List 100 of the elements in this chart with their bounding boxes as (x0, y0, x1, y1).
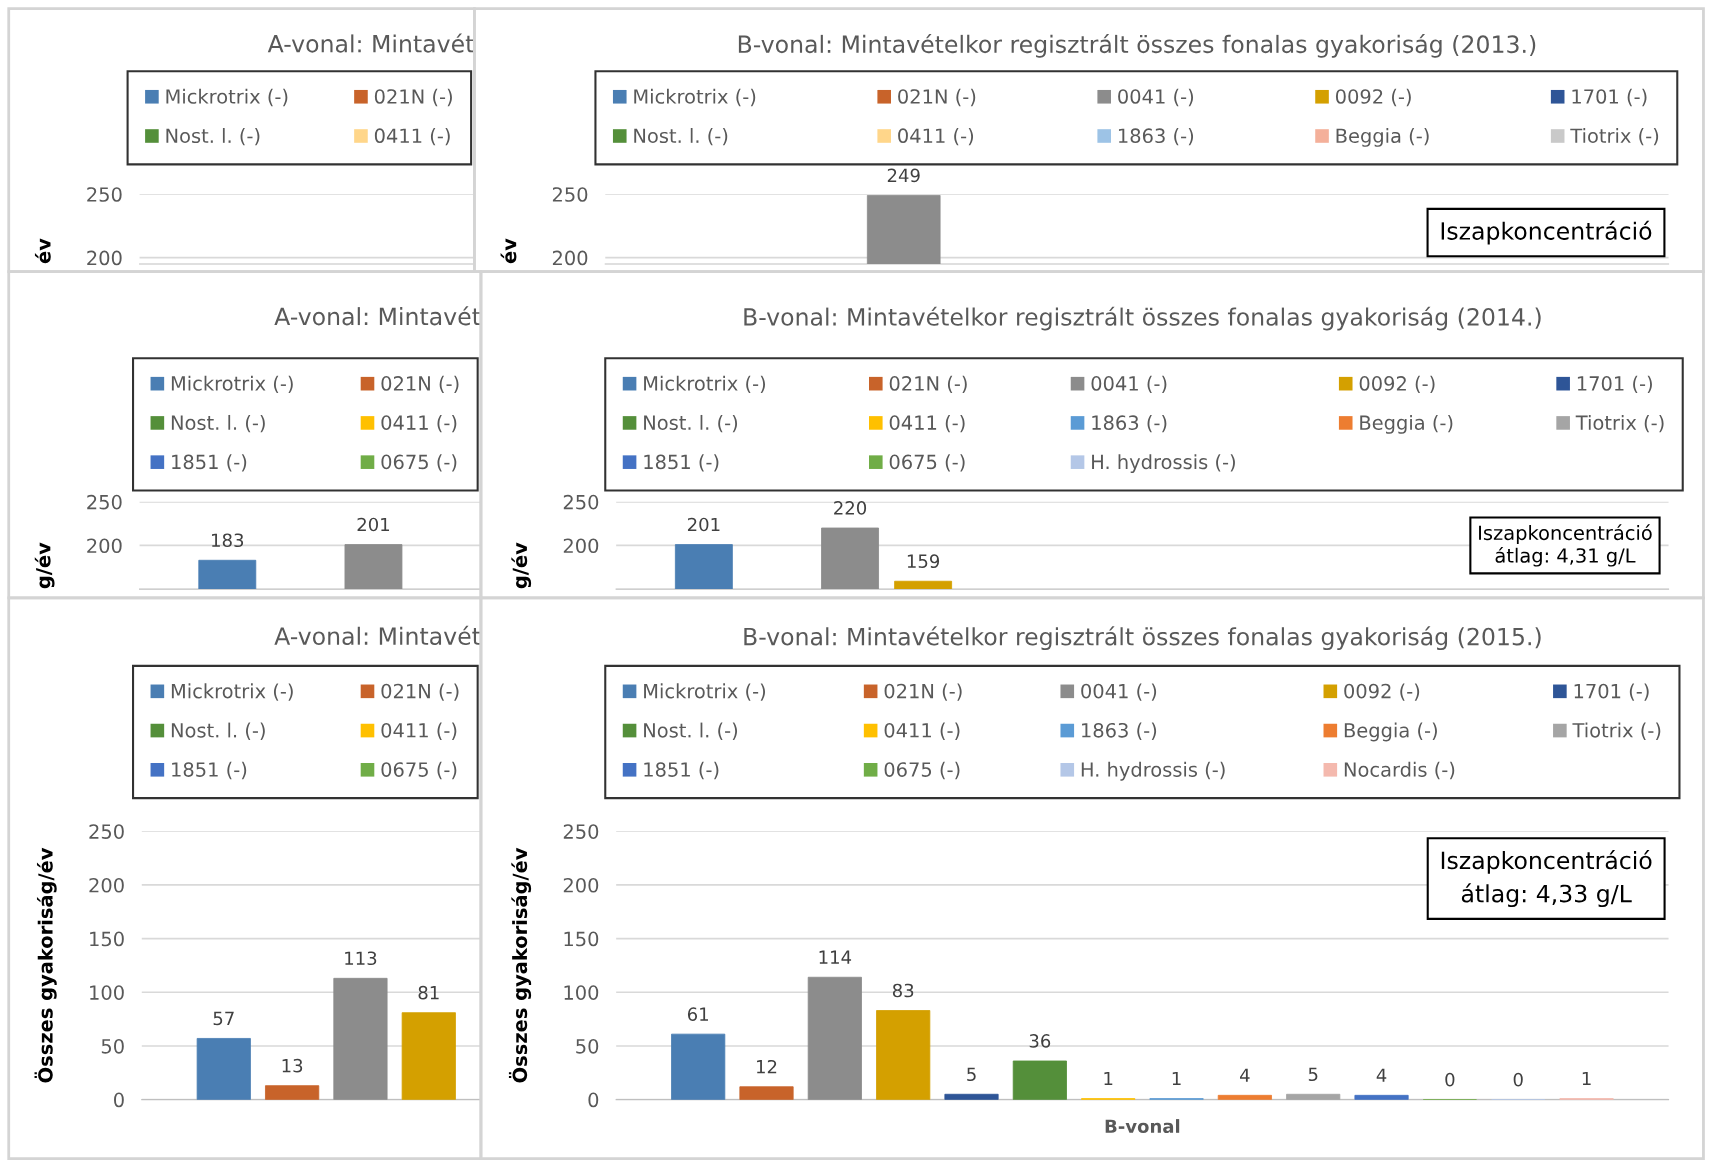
legend-label: 021N (-) (381, 375, 459, 394)
y-tick-label: 0 (588, 1092, 599, 1108)
legend-label: Tiotrix (-) (1572, 722, 1661, 740)
legend-label: Nost. l. (-) (166, 128, 260, 146)
legend-label: Nost. l. (-) (644, 414, 738, 433)
legend-label: 1701 (-) (1577, 375, 1652, 394)
data-label: 113 (345, 951, 377, 966)
data-label: 0 (1445, 1072, 1455, 1087)
y-tick-label: 200 (552, 250, 588, 266)
data-label: 1 (1172, 1071, 1181, 1086)
data-label: 249 (887, 168, 920, 183)
y-tick-label: 250 (87, 494, 122, 510)
data-label: 4 (1376, 1068, 1387, 1082)
legend-label: 021N (-) (381, 683, 459, 701)
y-tick-label: 200 (563, 877, 599, 893)
data-label: 220 (834, 501, 867, 515)
legend-label: 0092 (-) (1344, 683, 1420, 701)
y-tick-label: 250 (552, 187, 588, 202)
legend-label: 0675 (-) (381, 761, 457, 780)
y-axis-title: Összes gyakoriság/év (34, 847, 57, 1083)
data-label: 61 (687, 1007, 708, 1021)
legend-label: 1851 (-) (172, 454, 247, 472)
chart-title: A-vonal: Mintavét (274, 306, 481, 326)
legend-label: Beggia (-) (1344, 722, 1437, 742)
y-axis-title: év (500, 238, 517, 264)
legend-label: Mickrotrix (-) (634, 88, 756, 107)
chart-title: A-vonal: Mintavét (274, 625, 481, 646)
annotation: Iszapkoncentráció átlag: 4,31 g/L (1479, 524, 1652, 567)
data-label: 1 (1104, 1071, 1113, 1086)
legend-label: Mickrotrix (-) (644, 683, 766, 701)
data-label: 12 (757, 1059, 777, 1074)
y-tick-label: 150 (90, 931, 124, 947)
y-tick-label: 250 (563, 494, 599, 510)
legend-label: 0092 (-) (1359, 375, 1435, 394)
y-tick-label: 250 (89, 824, 124, 839)
y-tick-label: 250 (563, 824, 599, 839)
data-label: 114 (819, 950, 852, 964)
legend-label: Nost. l. (-) (634, 128, 728, 146)
legend-label: 0675 (-) (884, 761, 960, 780)
legend-label: Mickrotrix (-) (166, 88, 288, 107)
y-tick-label: 200 (563, 538, 599, 554)
legend-label: Beggia (-) (1336, 128, 1429, 147)
legend-label: 0092 (-) (1335, 88, 1411, 107)
legend-label: Nocardis (-) (1344, 761, 1455, 780)
legend-label: 1701 (-) (1572, 88, 1647, 107)
data-label: 1 (1582, 1071, 1591, 1086)
legend-label: Nost. l. (-) (644, 722, 738, 740)
x-axis-title: B-vonal (1105, 1119, 1180, 1134)
data-label: 201 (687, 517, 720, 532)
legend-label: 1851 (-) (644, 454, 719, 472)
legend-label: 0411 (-) (374, 128, 450, 146)
legend-label: Beggia (-) (1360, 414, 1453, 434)
data-label: 183 (212, 533, 244, 548)
y-axis-title: g/év (511, 542, 532, 589)
chart-title: B-vonal: Mintavételkor regisztrált összes fonalas gyakoriság (2013.) (738, 33, 1536, 58)
legend-label: 0411 (-) (889, 414, 965, 433)
legend-label: 021N (-) (889, 375, 967, 394)
data-label: 0 (1513, 1072, 1523, 1087)
data-label: 201 (357, 517, 390, 532)
annotation: Iszapkoncentráció (1441, 220, 1652, 245)
y-axis-title: év (34, 238, 51, 264)
data-label: 83 (892, 983, 914, 998)
y-tick-label: 50 (101, 1038, 124, 1054)
legend-label: 1863 (-) (1118, 128, 1194, 146)
y-tick-label: 100 (90, 985, 124, 1000)
annotation: Iszapkoncentráció átlag: 4,33 g/L (1441, 850, 1652, 908)
data-label: 57 (213, 1011, 234, 1026)
chart-title: A-vonal: Mintavét (267, 33, 474, 53)
legend-label: 0041 (-) (1118, 88, 1194, 107)
legend-label: 021N (-) (884, 683, 962, 701)
legend-label: H. hydrossis (-) (1092, 454, 1235, 474)
data-label: 4 (1240, 1068, 1250, 1082)
legend-label: 021N (-) (898, 88, 976, 107)
data-label: 5 (967, 1067, 976, 1082)
legend-label: 1701 (-) (1574, 683, 1649, 701)
legend-label: 0411 (-) (381, 722, 457, 740)
legend-label: 0411 (-) (381, 414, 457, 433)
legend-label: Nost. l. (-) (171, 722, 265, 740)
legend-label: 0041 (-) (1081, 683, 1157, 701)
data-label: 159 (907, 554, 940, 569)
legend-label: 0675 (-) (381, 454, 457, 472)
y-tick-label: 0 (114, 1092, 124, 1108)
legend-label: 1851 (-) (172, 761, 247, 780)
chart-title: B-vonal: Mintavételkor regisztrált összes fonalas gyakoriság (2014.) (744, 306, 1541, 331)
data-label: 36 (1029, 1034, 1051, 1048)
legend-label: 1851 (-) (644, 761, 719, 780)
y-tick-label: 200 (87, 250, 122, 266)
y-tick-label: 200 (89, 877, 124, 893)
y-axis-title: g/év (34, 542, 55, 589)
y-tick-label: 50 (576, 1038, 599, 1054)
legend-label: 0411 (-) (884, 722, 960, 740)
y-tick-label: 250 (87, 187, 122, 202)
data-label: 13 (282, 1058, 303, 1073)
legend-label: 0675 (-) (889, 454, 965, 472)
y-tick-label: 100 (564, 985, 599, 1000)
legend-label: Mickrotrix (-) (644, 375, 766, 394)
chart-title: B-vonal: Mintavételkor regisztrált összes fonalas gyakoriság (2015.) (744, 626, 1541, 651)
legend-label: 1863 (-) (1082, 722, 1157, 740)
legend-label: 1863 (-) (1092, 414, 1167, 433)
legend-label: Mickrotrix (-) (171, 683, 293, 701)
